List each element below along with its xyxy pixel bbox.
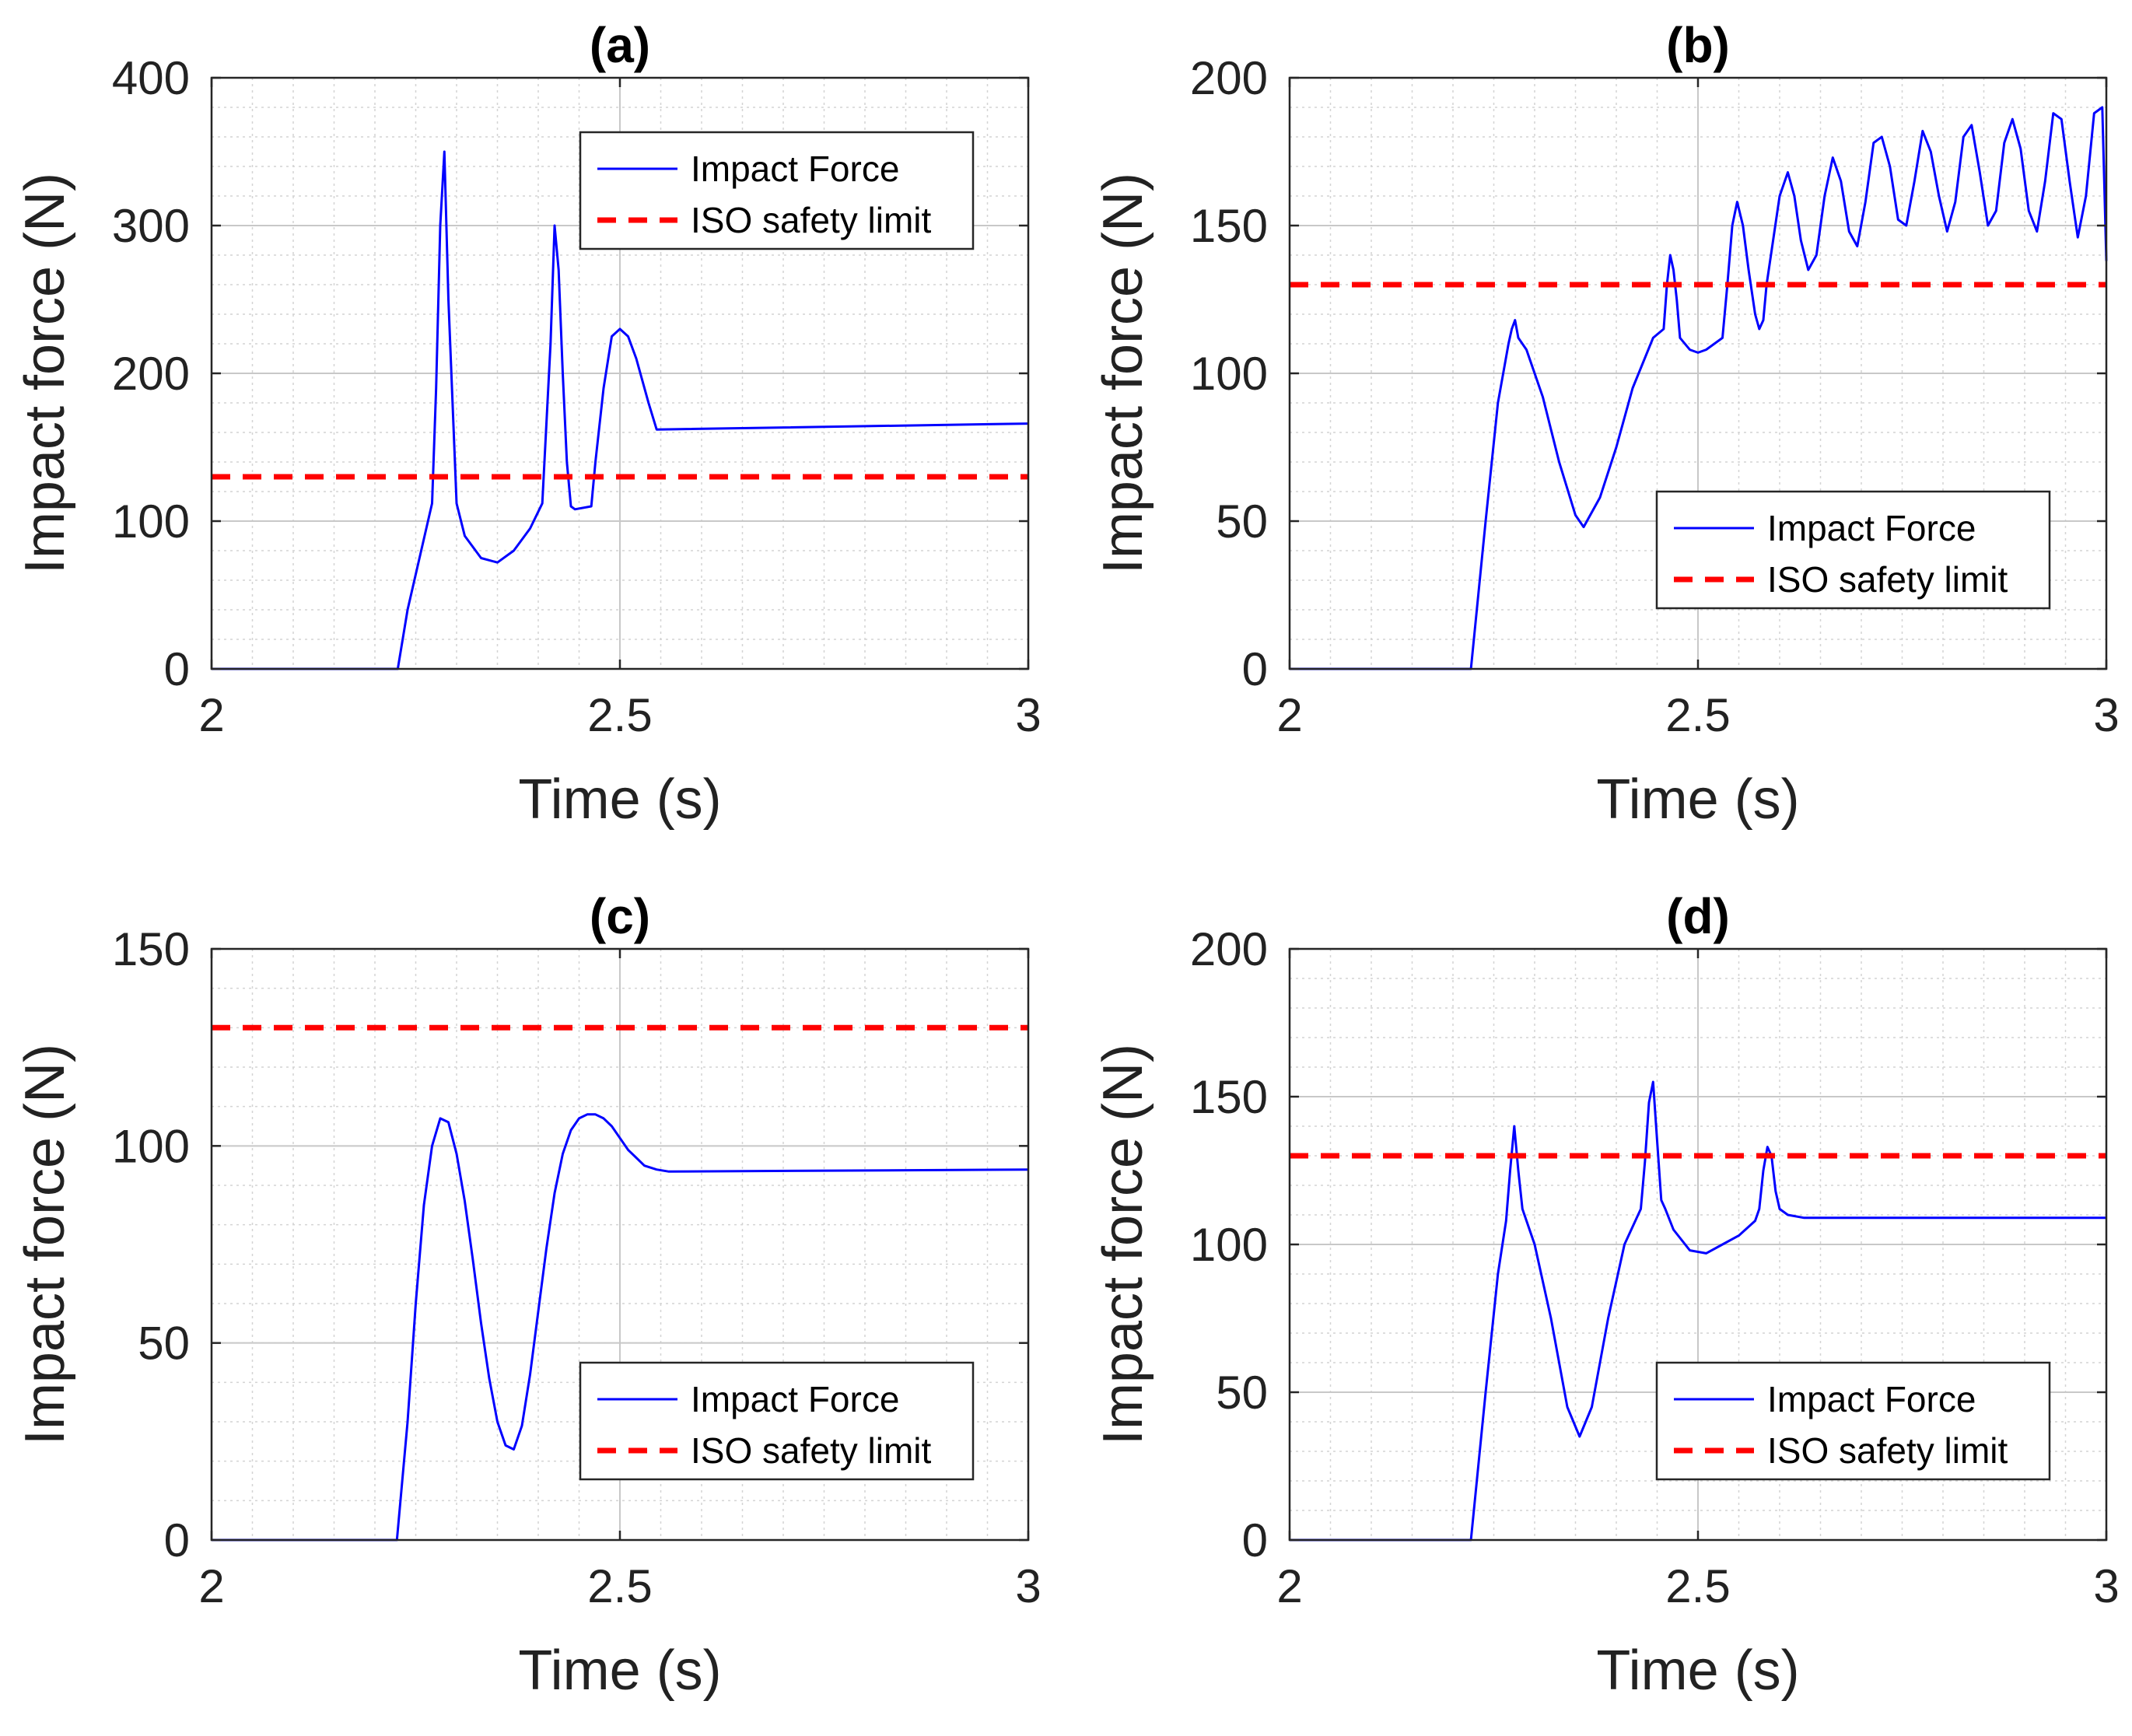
legend: Impact Force ISO safety limit: [579, 131, 975, 250]
y-tick-label: 50: [138, 1318, 190, 1370]
legend-entry-label: ISO safety limit: [1767, 1430, 2008, 1471]
legend-entry-label: ISO safety limit: [691, 200, 932, 240]
y-axis-label: Impact force (N): [14, 1044, 76, 1445]
x-tick-label: 3: [2093, 689, 2119, 741]
legend-box: [579, 1361, 975, 1481]
legend-box: [1655, 1361, 2051, 1481]
impact-force-line: [1290, 106, 2108, 670]
legend-entry-label: Impact Force: [691, 149, 899, 189]
x-tick-label: 2.5: [1665, 689, 1730, 741]
x-axis-label: Time (s): [1596, 1640, 1799, 1702]
y-tick-label: 150: [1190, 200, 1268, 252]
y-tick-label: 200: [1190, 52, 1268, 104]
y-axis-label: Impact force (N): [14, 173, 76, 574]
legend-entry-label: Impact Force: [691, 1379, 899, 1419]
chart-title: (c): [590, 888, 650, 944]
y-tick-label: 200: [112, 348, 190, 400]
legend-entry-label: ISO safety limit: [1767, 559, 2008, 600]
y-tick-label: 150: [112, 923, 190, 975]
x-tick-label: 3: [1015, 689, 1041, 741]
impact-force-line: [212, 150, 1029, 670]
legend-entry-label: ISO safety limit: [691, 1430, 932, 1471]
x-tick-label: 2: [198, 689, 224, 741]
x-axis-label: Time (s): [518, 1640, 721, 1702]
x-tick-label: 2: [198, 1560, 224, 1612]
y-tick-label: 0: [1242, 1514, 1268, 1566]
y-tick-label: 300: [112, 200, 190, 252]
legend-box: [1655, 490, 2051, 610]
y-tick-label: 0: [164, 643, 190, 695]
impact-force-line: [212, 1113, 1029, 1542]
y-tick-label: 100: [1190, 1219, 1268, 1271]
y-axis-label: Impact force (N): [1092, 1044, 1154, 1445]
chart-panel-b: 2 2.5 3 0 50 100 150 200 (b) Time (s) Impact force…: [1092, 17, 2120, 831]
chart-title: (d): [1666, 888, 1730, 944]
legend: Impact Force ISO safety limit: [1655, 1361, 2051, 1481]
y-tick-label: 100: [1190, 348, 1268, 400]
y-tick-label: 50: [1216, 495, 1268, 548]
y-tick-label: 100: [112, 495, 190, 548]
y-tick-label: 50: [1216, 1367, 1268, 1419]
chart-panel-c: 2 2.5 3 0 50 100 150 (c) Time (s) Impact force (N…: [14, 888, 1041, 1702]
chart-panel-d: 2 2.5 3 0 50 100 150 200 (d) Time (s) Impact force…: [1092, 888, 2120, 1702]
x-axis-label: Time (s): [518, 768, 721, 831]
impact-force-line: [1290, 1080, 2106, 1542]
legend-box: [579, 131, 975, 250]
chart-title: (a): [590, 17, 650, 73]
y-tick-label: 0: [1242, 643, 1268, 695]
x-tick-label: 2.5: [587, 689, 652, 741]
y-tick-label: 400: [112, 52, 190, 104]
x-tick-label: 2: [1276, 1560, 1302, 1612]
legend: Impact Force ISO safety limit: [579, 1361, 975, 1481]
y-tick-label: 0: [164, 1514, 190, 1566]
legend-entry-label: Impact Force: [1767, 508, 1976, 548]
y-tick-label: 200: [1190, 923, 1268, 975]
chart-title: (b): [1666, 17, 1730, 73]
x-tick-label: 3: [1015, 1560, 1041, 1612]
x-tick-label: 2: [1276, 689, 1302, 741]
y-tick-label: 100: [112, 1120, 190, 1172]
y-tick-label: 150: [1190, 1071, 1268, 1123]
legend-entry-label: Impact Force: [1767, 1379, 1976, 1419]
legend: Impact Force ISO safety limit: [1655, 490, 2051, 610]
chart-panel-a: 2 2.5 3 0 100 200 300 400 (a) Time (s) Impact forc…: [14, 17, 1041, 831]
x-tick-label: 3: [2093, 1560, 2119, 1612]
x-axis-label: Time (s): [1596, 768, 1799, 831]
x-tick-label: 2.5: [587, 1560, 652, 1612]
x-tick-label: 2.5: [1665, 1560, 1730, 1612]
y-axis-label: Impact force (N): [1092, 173, 1154, 574]
